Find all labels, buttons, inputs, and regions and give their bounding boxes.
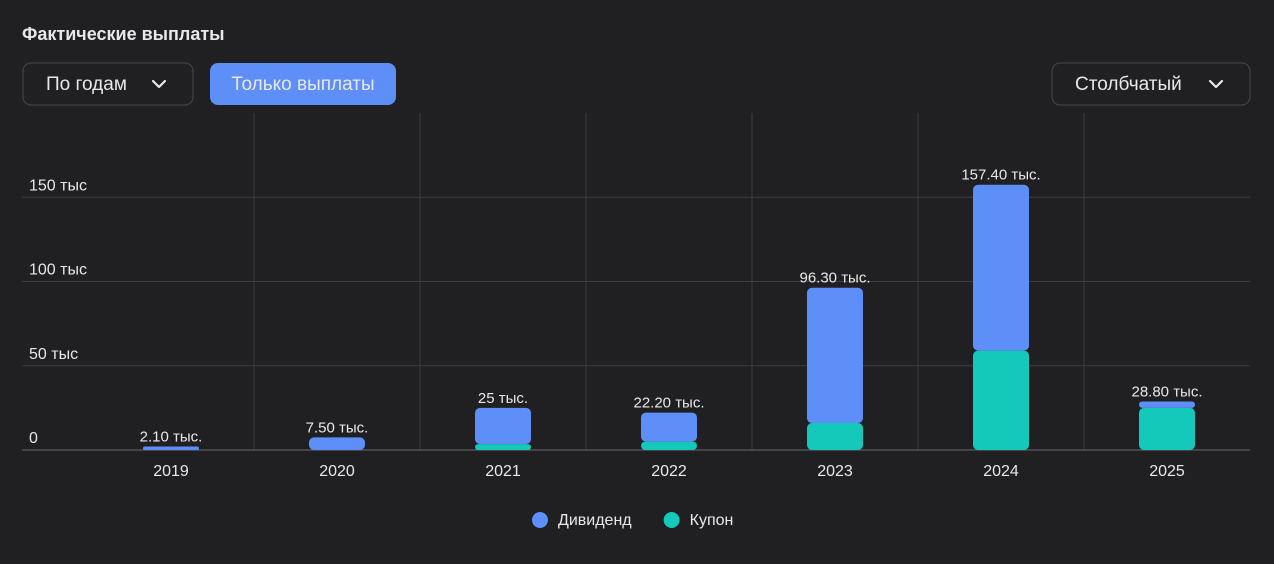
bar-segment	[143, 446, 199, 450]
bar-segment	[973, 184, 1029, 351]
bar-segment	[807, 423, 863, 450]
total-label: 7.50 тыс.	[306, 419, 369, 436]
button-label: Только выплаты	[231, 74, 374, 95]
view-button[interactable]: Столбчатый	[1051, 62, 1251, 106]
x-tick-label: 2021	[485, 463, 521, 480]
total-label: 2.10 тыс.	[140, 428, 203, 445]
total-label: 28.80 тыс.	[1131, 383, 1202, 400]
x-tick-label: 2024	[983, 463, 1019, 480]
bar-segment	[1139, 401, 1195, 408]
total-label: 25 тыс.	[478, 390, 528, 407]
x-tick-label: 2020	[319, 463, 355, 480]
plot: 0 50 тыс 100 тыс 150 тыс 2.10 тыс. 2019 7.50 т…	[22, 113, 1250, 529]
widget-title: Фактические выплаты	[22, 24, 225, 44]
chevron	[1208, 79, 1224, 89]
legend-label: Купон	[690, 512, 734, 529]
button-frame	[1051, 62, 1251, 106]
legend-swatch	[532, 512, 548, 528]
x-tick-label: 2023	[817, 463, 853, 480]
bar-segment	[973, 350, 1029, 450]
x-tick-label: 2022	[651, 463, 687, 480]
bar-segment	[807, 287, 863, 424]
button-label: Столбчатый	[1075, 74, 1182, 95]
chevron	[151, 79, 167, 89]
button-frame	[22, 62, 194, 106]
legend-label: Дивиденд	[558, 512, 632, 529]
button-frame	[210, 63, 396, 105]
legend-swatch	[663, 512, 680, 528]
bar-segment	[475, 444, 531, 450]
x-tick-label: 2025	[1149, 463, 1185, 480]
bar-segment	[641, 441, 697, 450]
bar-segment	[475, 407, 531, 445]
button-label: По годам	[46, 74, 127, 95]
filter-button[interactable]: Только выплаты	[210, 63, 396, 105]
y-tick-label: 0	[29, 430, 38, 447]
bar-segment	[1139, 407, 1195, 450]
total-label: 157.40 тыс.	[961, 167, 1040, 184]
total-label: 22.20 тыс.	[633, 395, 704, 412]
x-tick-label: 2019	[153, 463, 189, 480]
bar-segment	[309, 437, 365, 450]
bar-segment	[641, 412, 697, 442]
y-tick-label: 50 тыс	[29, 346, 78, 363]
total-label: 96.30 тыс.	[799, 270, 870, 287]
y-tick-label: 150 тыс	[29, 177, 87, 194]
y-tick-label: 100 тыс	[29, 262, 87, 279]
period-button[interactable]: По годам	[22, 62, 194, 106]
